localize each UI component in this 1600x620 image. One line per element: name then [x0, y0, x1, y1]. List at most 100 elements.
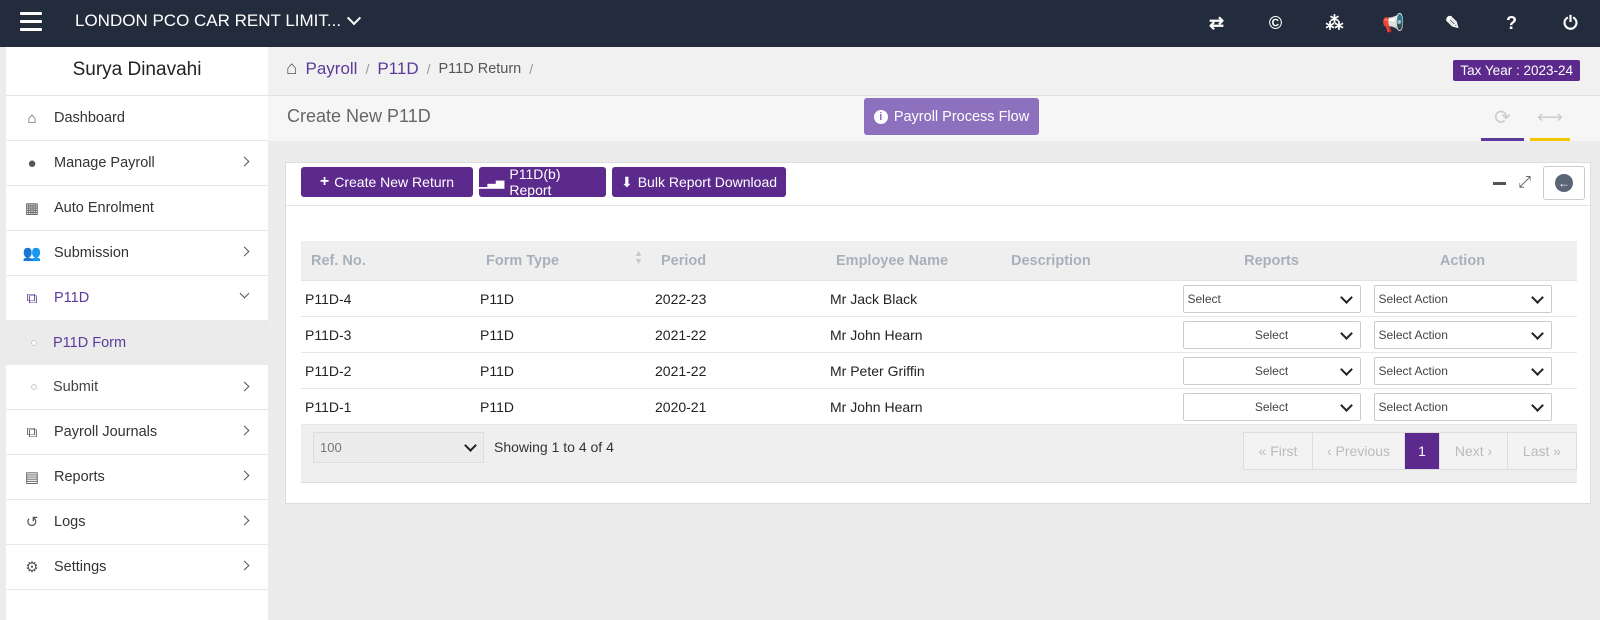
- column-header-reports: Reports: [1244, 252, 1299, 269]
- grid-icon: ▦: [24, 200, 40, 217]
- sidebar-item-submission[interactable]: 👥 Submission: [6, 231, 268, 276]
- panel-tools: ⤢ ←: [1493, 163, 1585, 203]
- minimize-icon[interactable]: [1493, 181, 1507, 185]
- breadcrumb: ⌂ Payroll / P11D / P11D Return /: [286, 58, 533, 80]
- chevron-right-icon: [239, 246, 250, 257]
- power-icon[interactable]: ⏻: [1563, 13, 1578, 33]
- column-header-period[interactable]: Period: [661, 252, 707, 269]
- sidebar-item-p11d[interactable]: ⧉ P11D: [6, 276, 268, 321]
- breadcrumb-current: P11D Return: [438, 61, 522, 77]
- sidebar-item-label: P11D: [54, 290, 90, 306]
- sidebar-item-label: Manage Payroll: [54, 155, 155, 171]
- company-selector[interactable]: LONDON PCO CAR RENT LIMIT...: [75, 11, 362, 31]
- showing-count: Showing 1 to 4 of 4: [494, 439, 614, 455]
- reports-select-value: Select: [1254, 363, 1289, 378]
- chevron-down-icon: [346, 11, 362, 26]
- reports-select[interactable]: Select: [1182, 356, 1361, 385]
- chevron-down-icon: [1339, 362, 1353, 376]
- cell-employee: Mr John Hearn: [830, 398, 923, 415]
- company-name: LONDON PCO CAR RENT LIMIT...: [75, 11, 342, 30]
- cell-form-type: P11D: [480, 326, 514, 343]
- sidebar-subitem-p11d-form[interactable]: P11D Form: [6, 321, 268, 365]
- help-icon[interactable]: ?: [1506, 13, 1517, 33]
- cell-reports: Select: [1176, 356, 1367, 385]
- sidebar-item-manage-payroll[interactable]: ● Manage Payroll: [6, 141, 268, 186]
- refresh-icon[interactable]: ⟳: [1481, 96, 1524, 141]
- hamburger-menu-icon[interactable]: [20, 12, 42, 32]
- create-new-return-label: Create New Return: [334, 174, 455, 190]
- sidebar-item-label: Dashboard: [54, 110, 125, 126]
- column-header-employee[interactable]: Employee Name: [836, 252, 949, 269]
- next-page-button[interactable]: Next ›: [1440, 433, 1508, 469]
- sidebar-item-payroll-journals[interactable]: ⧉ Payroll Journals: [6, 410, 268, 455]
- chevron-right-icon: [239, 560, 250, 571]
- cell-reports: Select: [1176, 392, 1367, 421]
- chevron-down-icon: [1530, 326, 1544, 340]
- user-icon: ●: [27, 154, 37, 172]
- switch-icon[interactable]: ⇄: [1208, 13, 1225, 33]
- p11d-table: Ref. No. Form Type ▲ ▼ Period Employee Na…: [301, 241, 1577, 483]
- cell-reports: Select: [1176, 284, 1367, 313]
- sidebar-item-label: Auto Enrolment: [54, 200, 154, 216]
- breadcrumb-bar: ⌂ Payroll / P11D / P11D Return / Tax Yea…: [268, 47, 1600, 96]
- breadcrumb-separator: /: [426, 61, 431, 77]
- first-page-button[interactable]: « First: [1244, 433, 1313, 469]
- column-header-ref[interactable]: Ref. No.: [311, 252, 366, 269]
- copyright-icon[interactable]: ©: [1268, 13, 1283, 33]
- chevron-down-icon: [1530, 398, 1544, 412]
- home-icon[interactable]: ⌂: [286, 58, 298, 79]
- action-select[interactable]: Select Action: [1373, 320, 1552, 349]
- pagination-row: 100 Showing 1 to 4 of 4 « First ‹ Previo…: [301, 425, 1577, 483]
- megaphone-icon[interactable]: 📢: [1382, 13, 1405, 33]
- reports-select[interactable]: Select: [1182, 320, 1361, 349]
- page-1-button[interactable]: 1: [1405, 433, 1440, 469]
- cubes-icon[interactable]: ⁂: [1325, 13, 1344, 33]
- table-row: P11D-3 P11D 2021-22 Mr John Hearn Select…: [301, 317, 1577, 353]
- sidebar: Surya Dinavahi ⌂ Dashboard ● Manage Payr…: [6, 47, 268, 620]
- sidebar-item-label: Payroll Journals: [54, 424, 158, 440]
- cell-ref: P11D-4: [305, 290, 352, 307]
- bullet-icon: [31, 384, 37, 390]
- history-icon: ↺: [25, 514, 39, 531]
- sort-icon[interactable]: ▲ ▼: [634, 247, 643, 266]
- column-header-description[interactable]: Description: [1011, 252, 1091, 269]
- bullet-icon: [31, 340, 37, 346]
- sidebar-subitem-submit[interactable]: Submit: [6, 365, 268, 409]
- payroll-process-flow-label: Payroll Process Flow: [893, 108, 1030, 125]
- action-select-value: Select Action: [1378, 291, 1448, 306]
- cell-ref: P11D-1: [305, 398, 352, 415]
- cell-form-type: P11D: [480, 290, 514, 307]
- chevron-right-icon: [239, 515, 250, 526]
- resize-horizontal-icon[interactable]: ⟷: [1530, 96, 1570, 141]
- reports-select-value: Select: [1187, 291, 1221, 306]
- column-header-form-type[interactable]: Form Type ▲ ▼: [476, 248, 651, 269]
- page-size-select[interactable]: 100: [313, 432, 484, 463]
- sidebar-item-settings[interactable]: ⚙ Settings: [6, 545, 268, 590]
- breadcrumb-payroll[interactable]: Payroll: [305, 59, 358, 78]
- previous-page-button[interactable]: ‹ Previous: [1313, 433, 1405, 469]
- action-select[interactable]: Select Action: [1373, 392, 1552, 421]
- reports-select[interactable]: Select: [1182, 284, 1361, 313]
- ticket-icon[interactable]: ✎: [1444, 13, 1461, 33]
- tax-year-badge: Tax Year : 2023-24: [1453, 60, 1580, 81]
- action-select[interactable]: Select Action: [1373, 356, 1552, 385]
- user-name: Surya Dinavahi: [6, 47, 268, 96]
- create-new-return-button[interactable]: + Create New Return: [301, 167, 473, 197]
- sidebar-item-label: Reports: [54, 469, 105, 485]
- users-icon: 👥: [22, 245, 42, 262]
- expand-icon[interactable]: ⤢: [1518, 174, 1531, 191]
- sidebar-item-logs[interactable]: ↺ Logs: [6, 500, 268, 545]
- reports-select-value: Select: [1254, 327, 1289, 342]
- action-select[interactable]: Select Action: [1373, 284, 1552, 313]
- payroll-process-flow-button[interactable]: i Payroll Process Flow: [864, 98, 1039, 135]
- bulk-report-download-button[interactable]: ⬇ Bulk Report Download: [612, 167, 786, 197]
- sidebar-item-dashboard[interactable]: ⌂ Dashboard: [6, 96, 268, 141]
- back-button[interactable]: ←: [1543, 166, 1585, 200]
- last-page-button[interactable]: Last »: [1508, 433, 1576, 469]
- p11db-report-button[interactable]: ▁▃▅ P11D(b) Report: [479, 166, 606, 198]
- breadcrumb-p11d[interactable]: P11D: [377, 59, 419, 78]
- sidebar-item-reports[interactable]: ▤ Reports: [6, 455, 268, 500]
- reports-select[interactable]: Select: [1182, 392, 1361, 421]
- sidebar-item-auto-enrolment[interactable]: ▦ Auto Enrolment: [6, 186, 268, 231]
- action-select-value: Select Action: [1378, 363, 1448, 378]
